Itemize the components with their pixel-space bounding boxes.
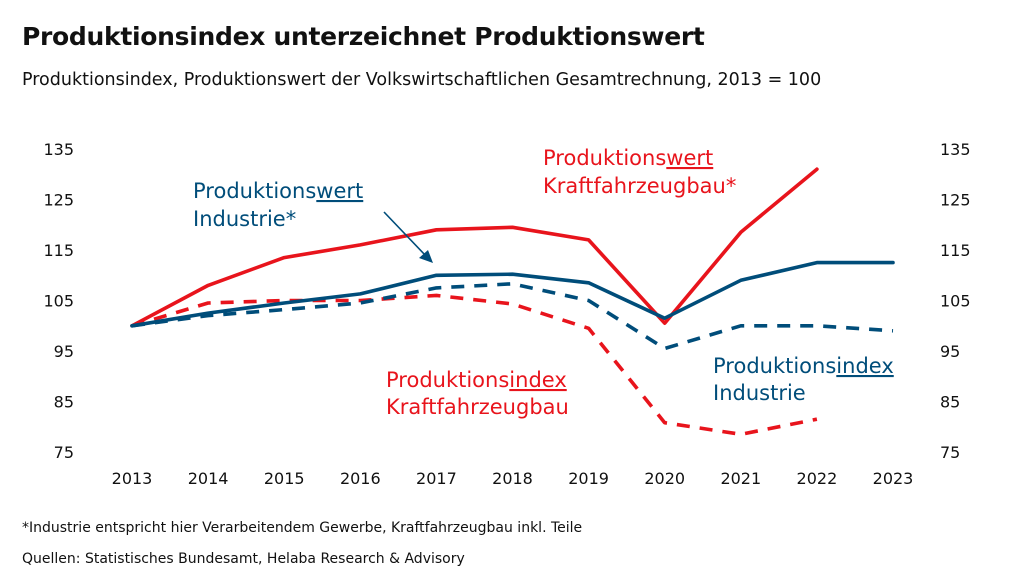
series-line-pi_kfz xyxy=(131,293,818,437)
y-tick-label-right: 85 xyxy=(940,393,960,412)
series-label-pi_kfz: Kraftfahrzeugbau xyxy=(386,395,569,419)
y-tick-label-left: 135 xyxy=(43,140,74,159)
series-line-pi_ind xyxy=(131,281,894,351)
series-label-pw_kfz: Kraftfahrzeugbau* xyxy=(543,174,736,198)
y-tick-label-left: 75 xyxy=(54,443,74,462)
series-line-pw_ind xyxy=(130,260,895,328)
x-tick-label: 2018 xyxy=(492,469,533,488)
y-tick-label-left: 85 xyxy=(54,393,74,412)
x-tick-label: 2020 xyxy=(644,469,685,488)
footnote: *Industrie entspricht hier Verarbeitende… xyxy=(22,520,583,536)
series-label-pw_ind: Produktionswert xyxy=(193,179,363,203)
series-label-pi_ind: Produktionsindex xyxy=(713,354,894,378)
annotation-arrow-head xyxy=(419,250,433,263)
y-tick-label-right: 125 xyxy=(940,191,971,210)
x-tick-label: 2022 xyxy=(797,469,838,488)
chart-title: Produktionsindex unterzeichnet Produktio… xyxy=(22,22,705,51)
x-tick-label: 2019 xyxy=(568,469,609,488)
y-tick-label-left: 115 xyxy=(43,241,74,260)
series-line-pw_kfz xyxy=(130,167,819,328)
x-tick-label: 2013 xyxy=(112,469,153,488)
y-tick-label-left: 105 xyxy=(43,292,74,311)
y-tick-label-right: 105 xyxy=(940,292,971,311)
x-tick-label: 2017 xyxy=(416,469,457,488)
series-label-pw_kfz: Produktionswert xyxy=(543,146,713,170)
series-label-pi_ind: Industrie xyxy=(713,381,806,405)
x-tick-label: 2023 xyxy=(873,469,914,488)
x-tick-label: 2021 xyxy=(720,469,761,488)
y-tick-label-right: 115 xyxy=(940,241,971,260)
y-tick-label-right: 135 xyxy=(940,140,971,159)
y-tick-label-right: 95 xyxy=(940,342,960,361)
y-tick-label-left: 125 xyxy=(43,191,74,210)
series-label-pi_kfz: Produktionsindex xyxy=(386,368,567,392)
sources-note: Quellen: Statistisches Bundesamt, Helaba… xyxy=(22,551,465,567)
annotation-arrow-line xyxy=(383,211,427,257)
x-tick-label: 2016 xyxy=(340,469,381,488)
y-tick-label-left: 95 xyxy=(54,342,74,361)
x-tick-label: 2014 xyxy=(188,469,229,488)
y-tick-label-right: 75 xyxy=(940,443,960,462)
chart-subtitle: Produktionsindex, Produktionswert der Vo… xyxy=(22,70,822,90)
series-label-pw_ind: Industrie* xyxy=(193,207,296,231)
x-tick-label: 2015 xyxy=(264,469,305,488)
